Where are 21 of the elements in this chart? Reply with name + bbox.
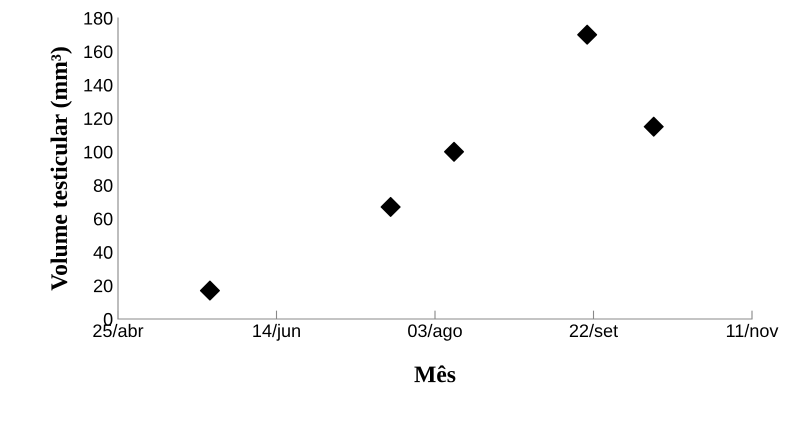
x-tick-label: 22/set bbox=[570, 324, 618, 338]
x-tick-label: 11/nov bbox=[726, 324, 778, 338]
point bbox=[444, 142, 464, 162]
y-axis-title: Volume testicular (mm³) bbox=[50, 47, 72, 290]
y-tick-label: 40 bbox=[93, 246, 112, 259]
y-tick-label: 60 bbox=[94, 212, 112, 226]
point bbox=[644, 116, 664, 137]
y-tick-label: 100 bbox=[84, 146, 112, 158]
x-axis-title: Mês bbox=[414, 365, 456, 382]
point bbox=[577, 24, 598, 45]
y-tick-label: 140 bbox=[84, 78, 112, 92]
x-tick-label: 14/jun bbox=[253, 324, 300, 341]
y-tick-label: 160 bbox=[84, 45, 112, 58]
y-tick-label: 80 bbox=[94, 179, 112, 192]
y-tick-label: 120 bbox=[84, 112, 112, 126]
point bbox=[200, 280, 220, 301]
x-tick-label: 03/ago bbox=[408, 324, 462, 341]
y-tick-label: 180 bbox=[84, 12, 112, 25]
x-tick-label: 25/abr bbox=[93, 324, 144, 338]
y-tick-label: 20 bbox=[94, 279, 112, 292]
point bbox=[380, 196, 401, 217]
